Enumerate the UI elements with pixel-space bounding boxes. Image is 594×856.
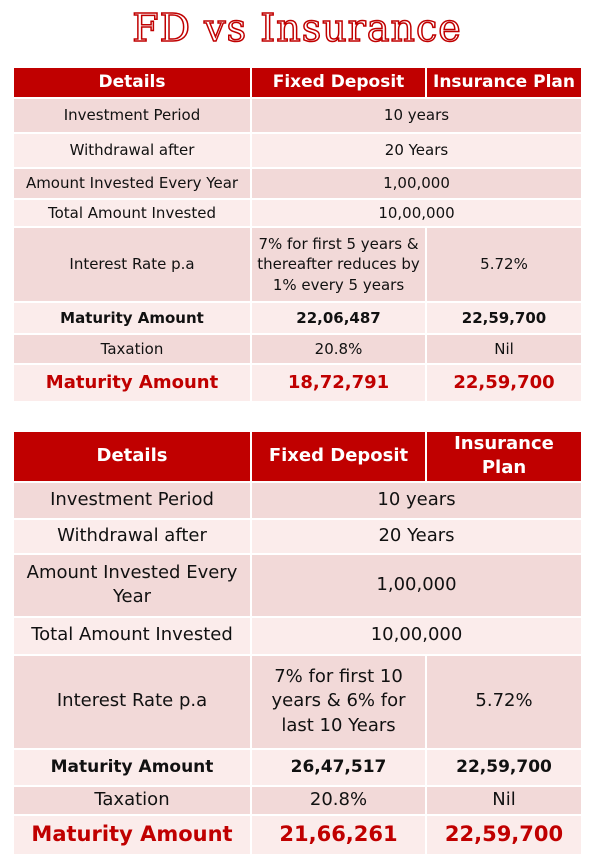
cell-value: Nil bbox=[425, 784, 583, 816]
table-row: Maturity Amount 21,66,261 22,59,700 bbox=[12, 813, 583, 856]
table-row: Total Amount Invested 10,00,000 bbox=[12, 198, 583, 228]
cell-value: 20 Years bbox=[250, 132, 583, 169]
row-label: Withdrawal after bbox=[12, 517, 252, 555]
table-row: Withdrawal after 20 Years bbox=[12, 517, 583, 555]
table-row: Interest Rate p.a 7% for first 10 years &… bbox=[12, 653, 583, 750]
row-label: Total Amount Invested bbox=[12, 198, 252, 228]
table-row: Withdrawal after 20 Years bbox=[12, 132, 583, 169]
comparison-table: Details Fixed Deposit Insurance Plan Invest… bbox=[12, 430, 583, 856]
table-row: Investment Period 10 years bbox=[12, 97, 583, 134]
cell-value: 22,59,700 bbox=[425, 813, 583, 856]
cell-value: 22,59,700 bbox=[425, 747, 583, 787]
header-cell: Fixed Deposit bbox=[250, 66, 427, 99]
cell-value: 22,59,700 bbox=[425, 301, 583, 335]
cell-value: Nil bbox=[425, 333, 583, 365]
row-label: Interest Rate p.a bbox=[12, 653, 252, 750]
table-row: Interest Rate p.a 7% for first 5 years & … bbox=[12, 226, 583, 303]
table-row: Taxation 20.8% Nil bbox=[12, 784, 583, 816]
row-label: Investment Period bbox=[12, 97, 252, 134]
header-cell: Insurance Plan bbox=[425, 66, 583, 99]
comparison-table: Details Fixed Deposit Insurance Plan Invest… bbox=[12, 66, 583, 403]
row-label: Maturity Amount bbox=[12, 747, 252, 787]
cell-value: 20 Years bbox=[250, 517, 583, 555]
row-label: Total Amount Invested bbox=[12, 615, 252, 656]
row-label: Amount Invested Every Year bbox=[12, 552, 252, 618]
cell-value: 20.8% bbox=[250, 784, 427, 816]
row-label: Interest Rate p.a bbox=[12, 226, 252, 303]
header-row: Details Fixed Deposit Insurance Plan bbox=[12, 430, 583, 483]
row-label: Maturity Amount bbox=[12, 301, 252, 335]
cell-value: 1,00,000 bbox=[250, 167, 583, 200]
header-cell: Details bbox=[12, 430, 252, 483]
header-row: Details Fixed Deposit Insurance Plan bbox=[12, 66, 583, 99]
table-row: Investment Period 10 years bbox=[12, 480, 583, 520]
cell-value: 26,47,517 bbox=[250, 747, 427, 787]
cell-value: 7% for first 10 years & 6% for last 10 Y… bbox=[250, 653, 427, 750]
row-label: Maturity Amount bbox=[12, 363, 252, 403]
cell-value: 10,00,000 bbox=[250, 198, 583, 228]
cell-value: 22,06,487 bbox=[250, 301, 427, 335]
header-cell: Details bbox=[12, 66, 252, 99]
table-row: Maturity Amount 26,47,517 22,59,700 bbox=[12, 747, 583, 787]
cell-value: 5.72% bbox=[425, 653, 583, 750]
cell-value: 10 years bbox=[250, 97, 583, 134]
table-row: Total Amount Invested 10,00,000 bbox=[12, 615, 583, 656]
cell-value: 10,00,000 bbox=[250, 615, 583, 656]
cell-value: 18,72,791 bbox=[250, 363, 427, 403]
cell-value: 22,59,700 bbox=[425, 363, 583, 403]
table-row: Amount Invested Every Year 1,00,000 bbox=[12, 552, 583, 618]
row-label: Maturity Amount bbox=[12, 813, 252, 856]
row-label: Investment Period bbox=[12, 480, 252, 520]
header-cell: Insurance Plan bbox=[425, 430, 583, 483]
table-row: Taxation 20.8% Nil bbox=[12, 333, 583, 365]
table-row: Maturity Amount 22,06,487 22,59,700 bbox=[12, 301, 583, 335]
row-label: Taxation bbox=[12, 784, 252, 816]
cell-value: 20.8% bbox=[250, 333, 427, 365]
header-cell: Fixed Deposit bbox=[250, 430, 427, 483]
cell-value: 5.72% bbox=[425, 226, 583, 303]
table-row: Amount Invested Every Year 1,00,000 bbox=[12, 167, 583, 200]
cell-value: 1,00,000 bbox=[250, 552, 583, 618]
cell-value: 7% for first 5 years & thereafter reduce… bbox=[250, 226, 427, 303]
row-label: Withdrawal after bbox=[12, 132, 252, 169]
cell-value: 21,66,261 bbox=[250, 813, 427, 856]
table-row: Maturity Amount 18,72,791 22,59,700 bbox=[12, 363, 583, 403]
title: FD vs Insurance bbox=[132, 5, 462, 51]
cell-value: 10 years bbox=[250, 480, 583, 520]
row-label: Amount Invested Every Year bbox=[12, 167, 252, 200]
row-label: Taxation bbox=[12, 333, 252, 365]
